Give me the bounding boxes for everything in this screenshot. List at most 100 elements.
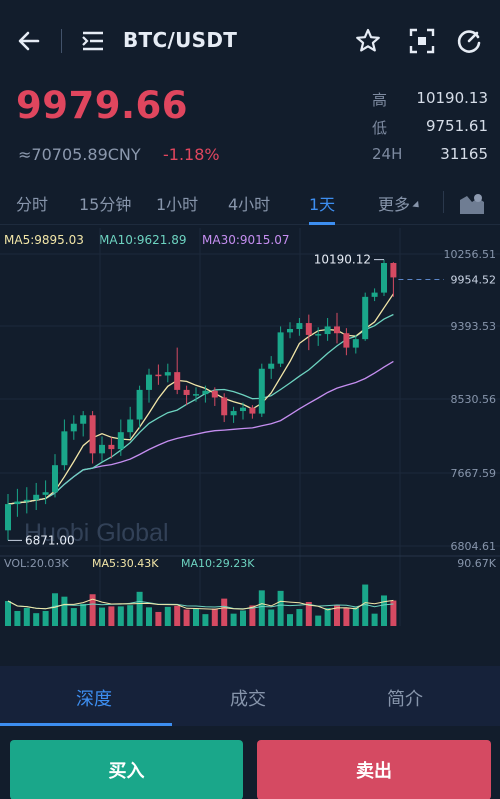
candle-body bbox=[14, 501, 21, 505]
candle-body bbox=[249, 407, 256, 414]
volume-bar bbox=[371, 613, 378, 626]
candle-body bbox=[42, 492, 49, 495]
volume-bar bbox=[221, 598, 228, 626]
candle-body bbox=[99, 444, 105, 454]
volume-bar bbox=[249, 605, 256, 626]
cny-price: ≈70705.89CNY bbox=[18, 145, 141, 164]
candle-body bbox=[146, 374, 152, 390]
top-bar: BTC/USDT bbox=[0, 0, 500, 80]
volume-label: VOL:20.03K bbox=[4, 557, 69, 570]
candle-body bbox=[268, 363, 275, 369]
divider bbox=[61, 29, 62, 53]
candle-body bbox=[193, 394, 199, 396]
chart-settings-icon[interactable] bbox=[458, 190, 486, 216]
candle-body bbox=[5, 504, 11, 531]
tab-1hour[interactable]: 1小时 bbox=[156, 195, 199, 214]
dropdown-icon bbox=[412, 200, 422, 211]
volume-bar bbox=[296, 609, 303, 626]
tab-4hour[interactable]: 4小时 bbox=[228, 195, 271, 214]
candle-body bbox=[202, 390, 209, 395]
candle-body bbox=[89, 415, 96, 454]
watermark: Huobi Global bbox=[24, 519, 169, 547]
candle-body bbox=[381, 263, 387, 293]
candle-body bbox=[362, 296, 369, 340]
divider bbox=[443, 191, 444, 213]
tab-timeshare[interactable]: 分时 bbox=[16, 195, 49, 214]
volume-bar bbox=[305, 602, 312, 626]
volume-bar bbox=[315, 615, 322, 626]
volume-bar bbox=[33, 613, 40, 626]
y-tick-label: 10256.51 bbox=[444, 248, 497, 261]
action-bar: 买入 卖出 bbox=[0, 726, 500, 799]
active-tab-indicator bbox=[0, 723, 172, 726]
candle-body bbox=[296, 323, 303, 329]
tab-more[interactable]: 更多 bbox=[378, 191, 422, 215]
candle-body bbox=[61, 431, 68, 466]
refresh-icon[interactable] bbox=[455, 27, 483, 55]
back-arrow-icon[interactable] bbox=[14, 26, 44, 56]
tab-depth[interactable]: 深度 bbox=[76, 689, 112, 710]
last-price: 9979.66 bbox=[16, 84, 189, 127]
candle-body bbox=[174, 372, 181, 390]
candle-body bbox=[287, 328, 293, 333]
candle-body bbox=[136, 389, 143, 420]
vol-ma10-label: MA10:29.23K bbox=[181, 557, 255, 570]
high-value: 10190.13 bbox=[416, 89, 488, 107]
volume-bar bbox=[164, 606, 171, 626]
tab-intro[interactable]: 简介 bbox=[387, 689, 423, 710]
candle-body bbox=[70, 423, 77, 432]
volume-bar bbox=[42, 610, 49, 626]
sell-button[interactable]: 卖出 bbox=[257, 740, 491, 799]
volume-bar bbox=[89, 594, 96, 626]
volume-stat: 24H 31165 bbox=[372, 145, 488, 165]
candle-body bbox=[155, 374, 162, 377]
period-tabs: 分时 15分钟 1小时 4小时 1天 更多 bbox=[0, 181, 500, 225]
tab-15min[interactable]: 15分钟 bbox=[79, 195, 132, 214]
ma30-label: MA30:9015.07 bbox=[202, 233, 290, 247]
candle-body bbox=[277, 332, 284, 364]
volume-bar bbox=[61, 596, 68, 626]
candle-body bbox=[183, 389, 190, 395]
price-change: -1.18% bbox=[163, 145, 220, 164]
ma10-path bbox=[7, 313, 394, 505]
buy-button[interactable]: 买入 bbox=[10, 740, 243, 799]
kline-chart[interactable]: Huobi Global 9954.52 10256.51 9393.53 8530.… bbox=[0, 226, 500, 626]
candle-body bbox=[33, 494, 40, 500]
y-tick-label: 6804.61 bbox=[451, 540, 497, 553]
volume-bar bbox=[136, 591, 143, 626]
volume-bar bbox=[230, 613, 237, 626]
ma10-label: MA10:9621.89 bbox=[99, 233, 187, 247]
candle-body bbox=[390, 263, 397, 278]
chart-grid bbox=[0, 228, 500, 626]
tab-1day[interactable]: 1天 bbox=[309, 195, 336, 214]
menu-icon[interactable] bbox=[80, 28, 106, 54]
current-price-label: 9954.52 bbox=[451, 274, 497, 287]
volume-bar bbox=[23, 607, 30, 626]
min-price-label: 6871.00 bbox=[25, 533, 75, 547]
volume-bar bbox=[146, 607, 152, 626]
volume-bar bbox=[14, 610, 21, 626]
high-label: 高 bbox=[372, 91, 388, 109]
volume-bar bbox=[334, 604, 340, 626]
volume-bar bbox=[70, 608, 77, 626]
axis-labels: 9954.52 10256.51 9393.53 8530.56 7667.59 6804… bbox=[4, 248, 497, 570]
candle-body bbox=[221, 397, 228, 416]
candle-body bbox=[315, 334, 322, 336]
vol-ma5-label: MA5:30.43K bbox=[92, 557, 159, 570]
volume-bar bbox=[127, 605, 134, 626]
candle-body bbox=[52, 465, 58, 493]
candle-body bbox=[23, 499, 30, 502]
tab-trades[interactable]: 成交 bbox=[230, 689, 266, 710]
y-tick-label: 7667.59 bbox=[451, 467, 497, 480]
ma10-line bbox=[7, 313, 394, 505]
candle-body bbox=[80, 415, 87, 424]
scan-icon[interactable] bbox=[408, 27, 436, 55]
candle-body bbox=[324, 326, 331, 335]
candle-body bbox=[164, 372, 171, 376]
more-label: 更多 bbox=[378, 195, 411, 214]
star-icon[interactable] bbox=[354, 27, 382, 55]
high-stat: 高 10190.13 bbox=[372, 89, 488, 109]
volume-bar bbox=[117, 606, 124, 626]
candle-body bbox=[334, 326, 340, 334]
volume-bar bbox=[268, 609, 275, 626]
